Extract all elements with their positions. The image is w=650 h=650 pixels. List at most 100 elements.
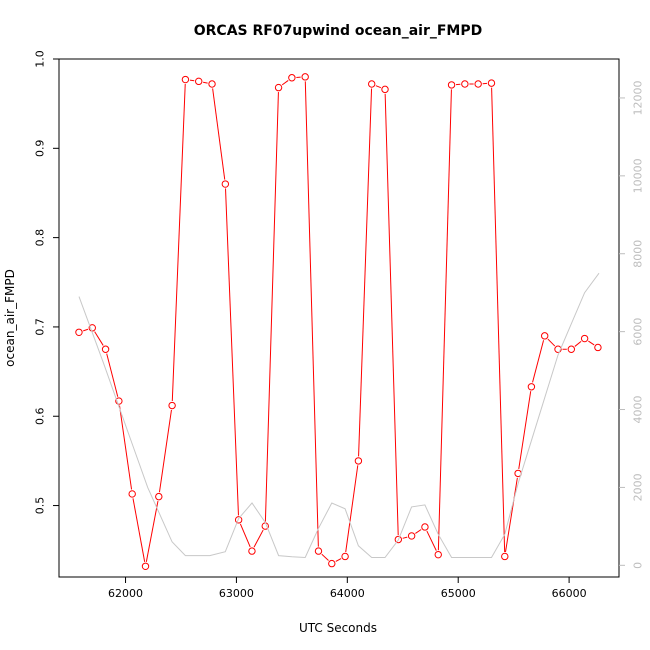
series-0-segment: [281, 80, 289, 86]
series-0-segment: [491, 87, 506, 552]
series-0-point: [487, 79, 496, 87]
x-axis: 62000 63000 64000 65000 66000: [108, 577, 587, 600]
series-0-point: [75, 328, 83, 336]
series-0-point: [195, 77, 203, 86]
series-0-segment: [588, 340, 595, 346]
series-0-point: [248, 547, 256, 555]
series-0-point: [554, 345, 562, 353]
x-tick-label: 62000: [108, 587, 143, 600]
series-0-point: [168, 401, 176, 410]
series-0-point: [274, 83, 283, 92]
series-0-point: [354, 457, 363, 465]
series-0-segment: [505, 477, 518, 553]
y-tick-label: 1.0: [34, 50, 47, 68]
y-axis-right: 0 2000 4000 6000 8000 10000 12000: [619, 80, 645, 569]
y-tick-label: 0.6: [34, 407, 47, 425]
y-tick-label: 0.7: [34, 318, 47, 336]
series-0-segment: [345, 465, 359, 553]
series-0-point: [208, 80, 216, 88]
series-0-point: [407, 532, 416, 540]
series-0-point: [474, 80, 482, 88]
series-0-point: [155, 492, 163, 501]
series-0-segment: [321, 553, 329, 561]
series-0-point: [288, 74, 296, 82]
series-0-point: [234, 516, 243, 524]
series-0-segment: [106, 353, 119, 397]
series-0-point: [181, 75, 190, 84]
series-0-point: [381, 85, 389, 94]
series-0-segment: [335, 558, 342, 562]
y-tick-label: 0.8: [34, 229, 47, 247]
plot-frame: [58, 58, 620, 578]
series-0-point: [88, 324, 96, 332]
series-0-segment: [239, 523, 251, 548]
series-0-point: [594, 343, 602, 352]
series-0-segment: [415, 529, 422, 534]
series-0-point: [128, 490, 136, 498]
series-0-segment: [304, 81, 319, 547]
y-axis-label: ocean_air_FMPD: [3, 269, 17, 367]
series-0-segment: [145, 500, 159, 562]
y2-tick-label: 0: [632, 562, 645, 569]
x-axis-label: UTC Seconds: [299, 621, 377, 635]
series-1-line: [78, 272, 600, 559]
series-0-point: [368, 80, 376, 88]
series-layer: [75, 73, 602, 570]
series-0-segment: [83, 328, 89, 332]
series-0-segment: [437, 89, 452, 551]
series-0-point: [328, 559, 336, 568]
y-axis: 0.5 0.6 0.7 0.8 0.9 1.0: [34, 50, 59, 515]
x-tick-label: 65000: [441, 587, 476, 600]
series-0-segment: [171, 84, 186, 402]
x-tick-label: 64000: [330, 587, 365, 600]
series-0-segment: [547, 338, 556, 347]
x-tick-label: 66000: [552, 587, 587, 600]
series-0-point: [421, 523, 429, 531]
series-0-segment: [402, 536, 408, 539]
series-0-point: [447, 81, 456, 89]
series-0-segment: [203, 81, 208, 84]
series-0-point: [115, 397, 123, 405]
y2-tick-label: 6000: [632, 318, 645, 346]
y2-tick-label: 12000: [632, 80, 645, 115]
y2-tick-label: 4000: [632, 396, 645, 424]
chart-title: ORCAS RF07upwind ocean_air_FMPD: [194, 23, 483, 39]
series-0-point: [141, 562, 150, 570]
series-0-segment: [225, 188, 239, 516]
series-0-point: [101, 345, 110, 353]
series-0-segment: [518, 391, 532, 470]
series-0-segment: [426, 530, 437, 551]
series-0-point: [461, 80, 469, 88]
series-0-segment: [212, 88, 226, 180]
x-tick-label: 63000: [219, 587, 254, 600]
series-0-point: [341, 552, 349, 561]
y2-tick-label: 2000: [632, 473, 645, 501]
series-0-segment: [264, 92, 279, 522]
series-0-point: [541, 332, 549, 340]
series-0-point: [394, 535, 403, 544]
series-0-segment: [119, 405, 133, 490]
series-0-point: [567, 345, 576, 353]
series-0-point: [221, 180, 230, 188]
series-0-point: [434, 550, 442, 559]
series-0-segment: [358, 88, 373, 457]
series-0-point: [527, 383, 536, 391]
series-0-segment: [574, 340, 582, 347]
series-0-segment: [375, 85, 382, 89]
series-0-segment: [158, 409, 172, 493]
series-0-segment: [532, 340, 545, 383]
series-0-point: [314, 547, 323, 555]
series-0-point: [301, 73, 309, 81]
series-0-segment: [132, 498, 146, 562]
y2-tick-label: 10000: [632, 158, 645, 193]
y-tick-label: 0.5: [34, 497, 47, 515]
y-tick-label: 0.9: [34, 140, 47, 158]
series-0-point: [501, 552, 509, 561]
y2-tick-label: 8000: [632, 240, 645, 268]
series-0-segment: [94, 331, 104, 346]
series-0-point: [580, 334, 589, 343]
series-0-segment: [384, 93, 399, 536]
series-0-segment: [189, 79, 195, 82]
series-0-segment: [253, 529, 264, 548]
